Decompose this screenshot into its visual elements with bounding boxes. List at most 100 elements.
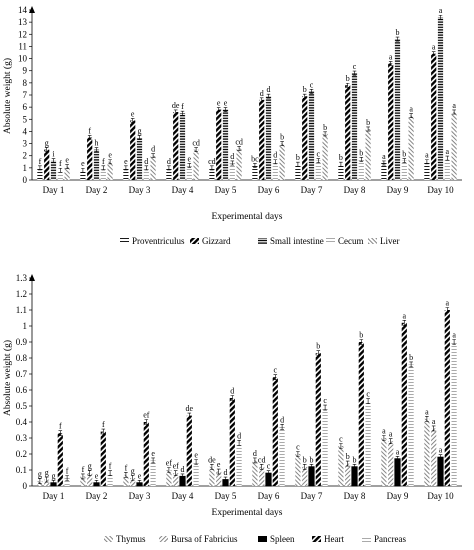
legend-swatch: [258, 238, 267, 244]
bar-thymus: [295, 454, 301, 486]
significance-letter: c: [310, 80, 314, 89]
bar-proventriculus: [295, 164, 301, 180]
error-bar: [87, 470, 92, 476]
x-tick-label: Day 9: [387, 491, 409, 501]
error-bar: [124, 165, 128, 171]
error-bar: [194, 459, 198, 465]
bar-spleen: [351, 466, 358, 487]
significance-letter: f: [66, 467, 69, 476]
error-bar: [296, 451, 300, 457]
legend-swatch: [159, 536, 168, 542]
error-bar: [382, 435, 386, 441]
bar-small-intestine: [437, 17, 444, 180]
legend-label: Cecum: [338, 236, 364, 246]
legend-swatch: [104, 536, 113, 542]
legend-label: Small intestine: [270, 236, 324, 246]
y-tick-label: 1: [23, 321, 28, 331]
significance-letter: e: [194, 451, 198, 460]
significance-letter: e: [124, 157, 128, 166]
significance-letter: c: [267, 462, 271, 471]
error-bar: [395, 456, 400, 462]
bar-liver: [322, 133, 328, 180]
bar-thymus: [381, 438, 387, 486]
significance-letter: cd: [258, 455, 266, 464]
error-bar: [409, 361, 413, 368]
error-bar: [388, 438, 393, 444]
error-bar: [101, 165, 106, 171]
bar-liver: [236, 148, 242, 180]
significance-letter: c: [339, 435, 343, 444]
significance-letter: g: [138, 126, 142, 135]
significance-letter: c: [274, 366, 278, 375]
significance-letter: e: [188, 154, 192, 163]
bar-cecum: [143, 167, 149, 180]
error-bar: [352, 464, 357, 470]
bar-liver: [193, 149, 199, 180]
x-tick-label: Day 6: [258, 491, 280, 501]
significance-letter: a: [425, 151, 429, 160]
error-bar: [452, 339, 456, 345]
x-tick-label: Day 1: [43, 491, 65, 501]
significance-letter: f: [59, 159, 62, 168]
significance-letter: b: [396, 28, 400, 37]
significance-letter: c: [366, 390, 370, 399]
significance-letter: a: [382, 427, 386, 436]
error-bar: [359, 157, 364, 162]
error-bar: [51, 158, 56, 163]
bar-pancreas: [236, 442, 242, 486]
significance-letter: h: [95, 139, 99, 148]
significance-letter: a: [432, 417, 436, 426]
error-bar: [65, 475, 69, 481]
y-tick-label: 0.7: [16, 369, 28, 379]
significance-letter: d: [224, 468, 228, 477]
bar-proventriculus: [123, 167, 129, 180]
y-tick-label: 14: [18, 5, 28, 15]
y-tick-label: 10: [18, 54, 28, 64]
bar-spleen: [394, 458, 401, 487]
x-tick-label: Day 7: [301, 491, 323, 501]
bar-pancreas: [193, 462, 199, 486]
x-tick-label: Day 6: [258, 185, 280, 195]
bar-small-intestine: [93, 149, 100, 180]
bar-proventriculus: [37, 167, 43, 180]
y-tick-label: 6: [23, 102, 28, 112]
error-bar: [402, 158, 407, 163]
x-tick-label: Day 4: [172, 185, 194, 195]
significance-letter: b: [323, 123, 327, 132]
bar-proventriculus: [381, 163, 387, 180]
bar-cecum: [358, 159, 364, 180]
bar-liver: [451, 112, 457, 180]
bar-proventriculus: [338, 164, 344, 180]
error-bar: [266, 470, 271, 476]
bar-bursa-of-fabricius: [44, 479, 50, 486]
x-tick-label: Day 10: [427, 185, 454, 195]
significance-letter: f: [39, 157, 42, 166]
error-bar: [130, 475, 135, 481]
significance-letter: d: [260, 89, 264, 98]
significance-letter: b: [316, 342, 320, 351]
bar-small-intestine: [179, 113, 186, 180]
bar-gizzard: [259, 99, 265, 180]
legend-label: Spleen: [270, 534, 295, 544]
significance-letter: e: [217, 99, 221, 108]
bar-pancreas: [322, 407, 328, 486]
error-bar: [230, 395, 235, 401]
x-tick-label: Day 8: [344, 185, 366, 195]
bar-heart: [315, 353, 321, 486]
chart-0-xlabel: Experimental days: [212, 212, 283, 222]
bar-proventriculus: [166, 167, 172, 180]
error-bar: [452, 109, 456, 115]
significance-letter: ef: [173, 462, 180, 471]
error-bar: [180, 110, 185, 116]
bar-pancreas: [107, 473, 113, 486]
error-bar: [237, 440, 241, 446]
significance-letter: b: [296, 153, 300, 162]
significance-letter: a: [409, 105, 413, 114]
bar-gizzard: [216, 109, 222, 180]
error-bar: [51, 480, 56, 486]
bar-small-intestine: [351, 73, 358, 180]
error-bar: [151, 153, 155, 159]
significance-letter: b: [359, 148, 363, 157]
error-bar: [352, 70, 357, 76]
error-bar: [316, 350, 321, 356]
